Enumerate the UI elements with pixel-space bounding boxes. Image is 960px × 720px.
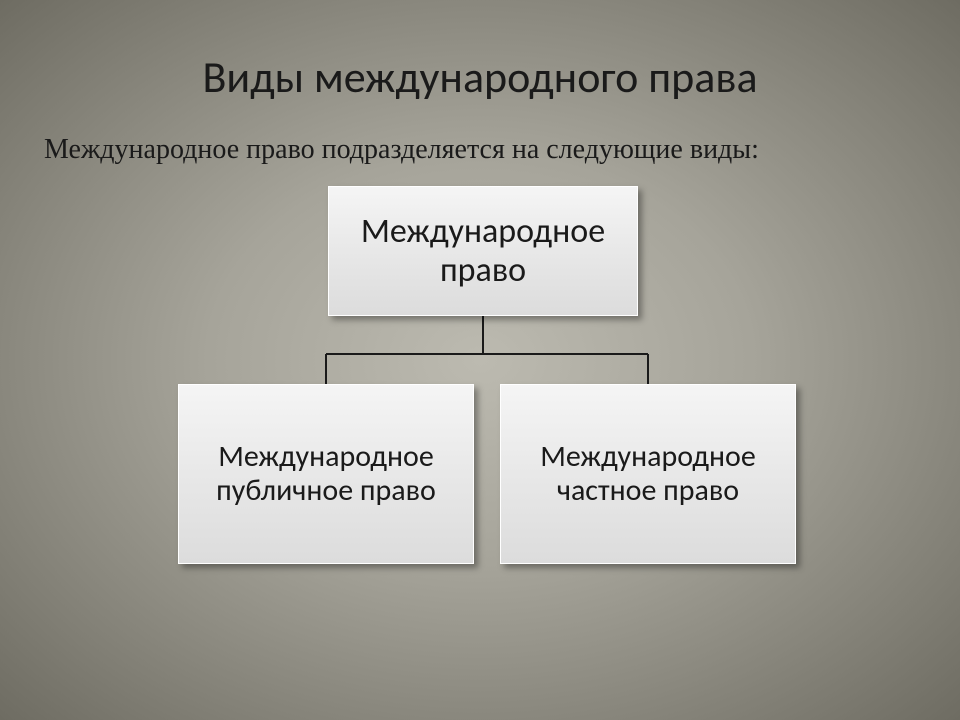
tree-node-root-label: Международное право <box>339 212 627 290</box>
diagram-container: Международное право Международное публич… <box>0 176 960 656</box>
tree-node-root: Международное право <box>328 186 638 316</box>
tree-node-right-label: Международное частное право <box>511 440 785 509</box>
tree-node-right: Международное частное право <box>500 384 796 564</box>
slide-subtitle: Международное право подразделяется на сл… <box>0 134 960 176</box>
tree-node-left-label: Международное публичное право <box>189 440 463 509</box>
tree-node-left: Международное публичное право <box>178 384 474 564</box>
slide-title: Виды международного права <box>0 0 960 134</box>
